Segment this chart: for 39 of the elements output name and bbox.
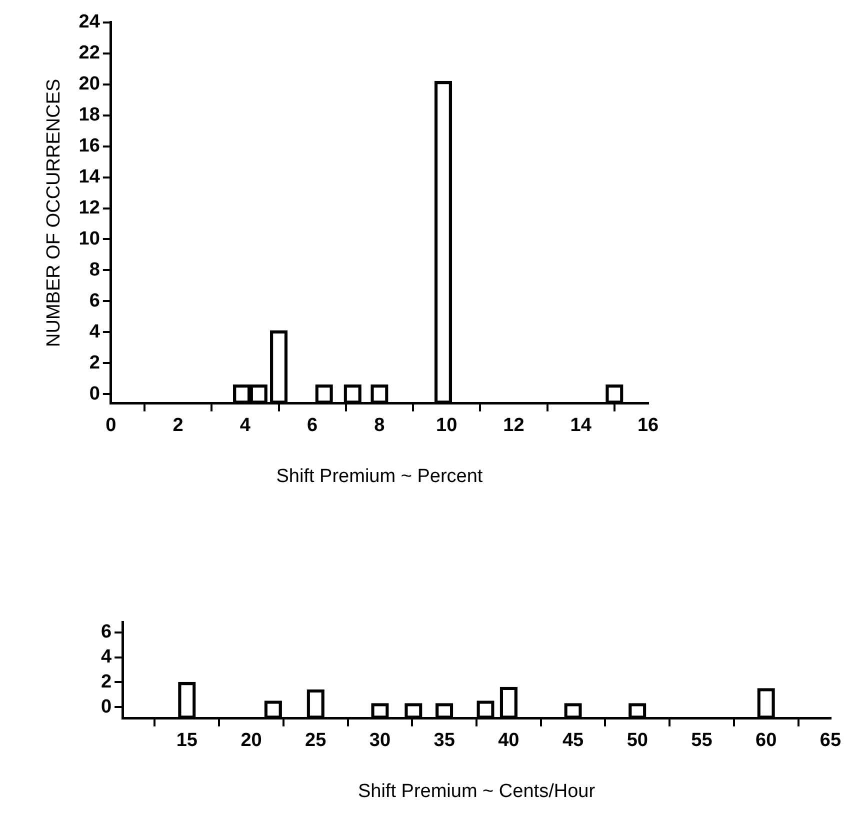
y-tick-label: 6 [100, 622, 112, 643]
x-tick-label: 14 [570, 415, 592, 436]
x-tick-label: 8 [374, 415, 385, 436]
y-tick-label: 22 [78, 42, 100, 64]
y-tick-label: 18 [78, 104, 100, 126]
x-tick-label: 20 [240, 730, 262, 752]
x-tick-label: 35 [434, 730, 456, 752]
x-axis-title: Shift Premium ~ Percent [276, 466, 484, 487]
x-tick-label: 30 [369, 730, 391, 752]
y-tick-label: 16 [78, 136, 100, 157]
x-tick-label: 60 [756, 730, 777, 752]
x-tick-label: 12 [503, 415, 524, 436]
x-tick-label: 10 [436, 415, 458, 436]
y-tick-label: 6 [89, 290, 100, 312]
x-tick-label: 55 [691, 730, 713, 752]
x-axis-title: Shift Premium ~ Cents/Hour [358, 780, 596, 802]
y-tick-label: 4 [100, 646, 112, 668]
y-tick-label: 0 [100, 696, 112, 718]
y-tick-label: 12 [78, 197, 100, 218]
x-tick-label: 15 [176, 730, 198, 752]
y-tick-label: 4 [89, 321, 100, 342]
x-tick-label: 6 [307, 415, 318, 436]
x-tick-label: 2 [172, 415, 184, 436]
y-tick-label: 14 [78, 166, 100, 188]
x-tick-label: 50 [626, 730, 648, 752]
x-tick-label: 65 [820, 730, 842, 752]
y-tick-label: 2 [100, 671, 112, 692]
y-tick-label: 24 [78, 12, 100, 33]
x-tick-label: 45 [562, 730, 584, 752]
y-tick-label: 10 [78, 228, 100, 250]
y-tick-label: 8 [89, 259, 100, 280]
y-tick-label: 2 [89, 352, 100, 374]
x-tick-label: 4 [240, 415, 251, 436]
y-axis-title: NUMBER OF OCCURRENCES [44, 78, 65, 347]
x-tick-label: 16 [637, 415, 659, 436]
y-tick-label: 0 [89, 383, 100, 404]
x-tick-label: 40 [498, 730, 520, 752]
x-tick-label: 25 [305, 730, 327, 752]
y-tick-label: 20 [78, 74, 100, 95]
